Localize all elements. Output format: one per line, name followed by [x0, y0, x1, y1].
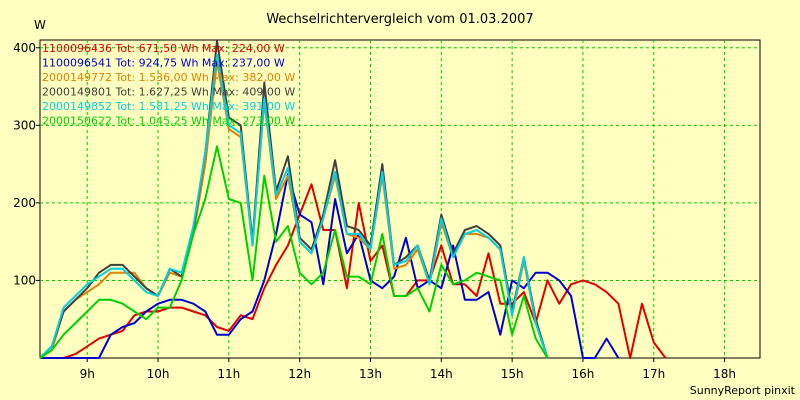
series-line-2000149852 [39, 53, 549, 359]
series-line-1100096541 [40, 173, 620, 359]
y-tick-label: 300 [13, 118, 36, 132]
footer-credit: SunnyReport pinxit [690, 384, 796, 397]
x-tick-label: 16h [572, 367, 595, 381]
chart-title: Wechselrichtervergleich vom 01.03.2007 [266, 12, 533, 27]
y-tick-label: 100 [13, 273, 36, 287]
x-tick-label: 11h [217, 367, 240, 381]
x-tick-label: 15h [501, 367, 524, 381]
x-tick-label: 18h [713, 367, 736, 381]
legend-entry-2000149852: 2000149852 Tot: 1.581,25 Wh Max: 391,00 … [42, 100, 295, 113]
series-line-2000149801 [39, 39, 549, 359]
y-tick-label: 400 [13, 41, 36, 55]
series-line-2000150622 [39, 145, 549, 359]
y-axis-label: W [34, 18, 46, 32]
axis-ticks: 9h 10h 11h 12h 13h 14h 15h 16h 17h 18h 100 200 300 40… [13, 41, 736, 381]
legend: 1100096436 Tot: 671,50 Wh Max: 224,00 W 1… [42, 42, 295, 128]
legend-entry-1100096436: 1100096436 Tot: 671,50 Wh Max: 224,00 W [42, 42, 285, 55]
x-tick-label: 14h [430, 367, 453, 381]
x-tick-label: 13h [359, 367, 382, 381]
x-tick-label: 10h [147, 367, 170, 381]
legend-entry-2000149772: 2000149772 Tot: 1.536,00 Wh Max: 382,00 … [42, 71, 295, 84]
series-line-1100096436 [40, 183, 667, 359]
legend-entry-2000150622: 2000150622 Tot: 1.045,25 Wh Max: 273,00 … [42, 115, 295, 128]
x-tick-label: 12h [288, 367, 311, 381]
legend-entry-2000149801: 2000149801 Tot: 1.627,25 Wh Max: 409,00 … [42, 86, 295, 99]
plot-area [39, 39, 761, 359]
y-tick-label: 200 [13, 196, 36, 210]
legend-entry-1100096541: 1100096541 Tot: 924,75 Wh Max: 237,00 W [42, 57, 285, 70]
series-lines [39, 39, 667, 359]
grid [40, 40, 760, 358]
x-tick-label: 9h [80, 367, 95, 381]
x-tick-label: 17h [642, 367, 665, 381]
